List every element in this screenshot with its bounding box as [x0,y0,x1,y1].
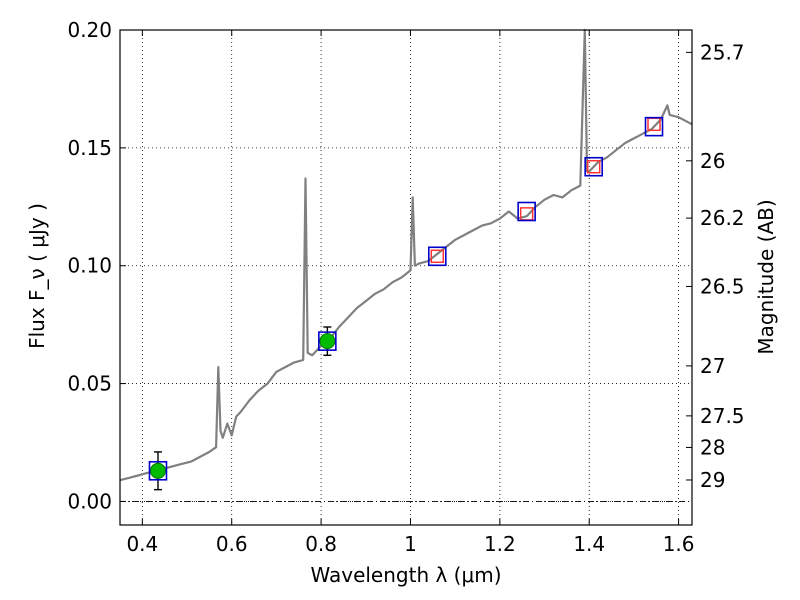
magnitude-tick-label: 29 [700,468,725,492]
y-tick-label: 0.05 [67,372,112,396]
x-tick-label: 0.4 [126,532,158,556]
plot-area [119,28,693,491]
x-tick-label: 1.6 [663,532,695,556]
axis-ticks: 0.4 0.6 0.8 1 1.2 1.4 1.6 0.00 0.05 0.10 0.15 0.20 2… [67,18,744,556]
magnitude-tick-label: 26 [700,149,725,173]
model-box [584,156,603,177]
photometry-point [149,462,166,479]
magnitude-tick-label: 28 [700,435,725,459]
grid [120,29,692,525]
right-axis-label: Magnitude (AB) [754,199,778,354]
magnitude-tick-label: 26.5 [700,274,745,298]
red-marker [430,249,445,264]
magnitude-tick-label: 25.7 [700,40,745,64]
plot-frame [119,29,693,526]
x-tick-label: 0.6 [216,532,248,556]
model-box [148,460,168,481]
y-tick-label: 0.10 [67,254,112,278]
model-box [644,116,664,137]
model-box [517,201,536,222]
magnitude-tick-label: 27 [700,354,725,378]
x-tick-label: 1.4 [573,532,605,556]
model-box [427,246,447,267]
model-box [318,331,337,351]
x-tick-label: 0.8 [305,532,337,556]
magnitude-tick-label: 27.5 [700,404,745,428]
y-tick-label: 0.15 [67,136,112,160]
x-axis-label: Wavelength λ (μm) [310,563,501,587]
x-tick-label: 1 [404,532,417,556]
spectrum-line [119,28,693,482]
y-tick-label: 0.00 [67,489,112,513]
y-tick-label: 0.20 [67,18,112,42]
magnitude-tick-label: 26.2 [700,206,745,230]
photometry-point [319,333,336,350]
y-axis-label: Flux F_ν ( μJy ) [25,203,49,349]
x-tick-label: 1.2 [484,532,516,556]
red-marker [586,159,601,174]
